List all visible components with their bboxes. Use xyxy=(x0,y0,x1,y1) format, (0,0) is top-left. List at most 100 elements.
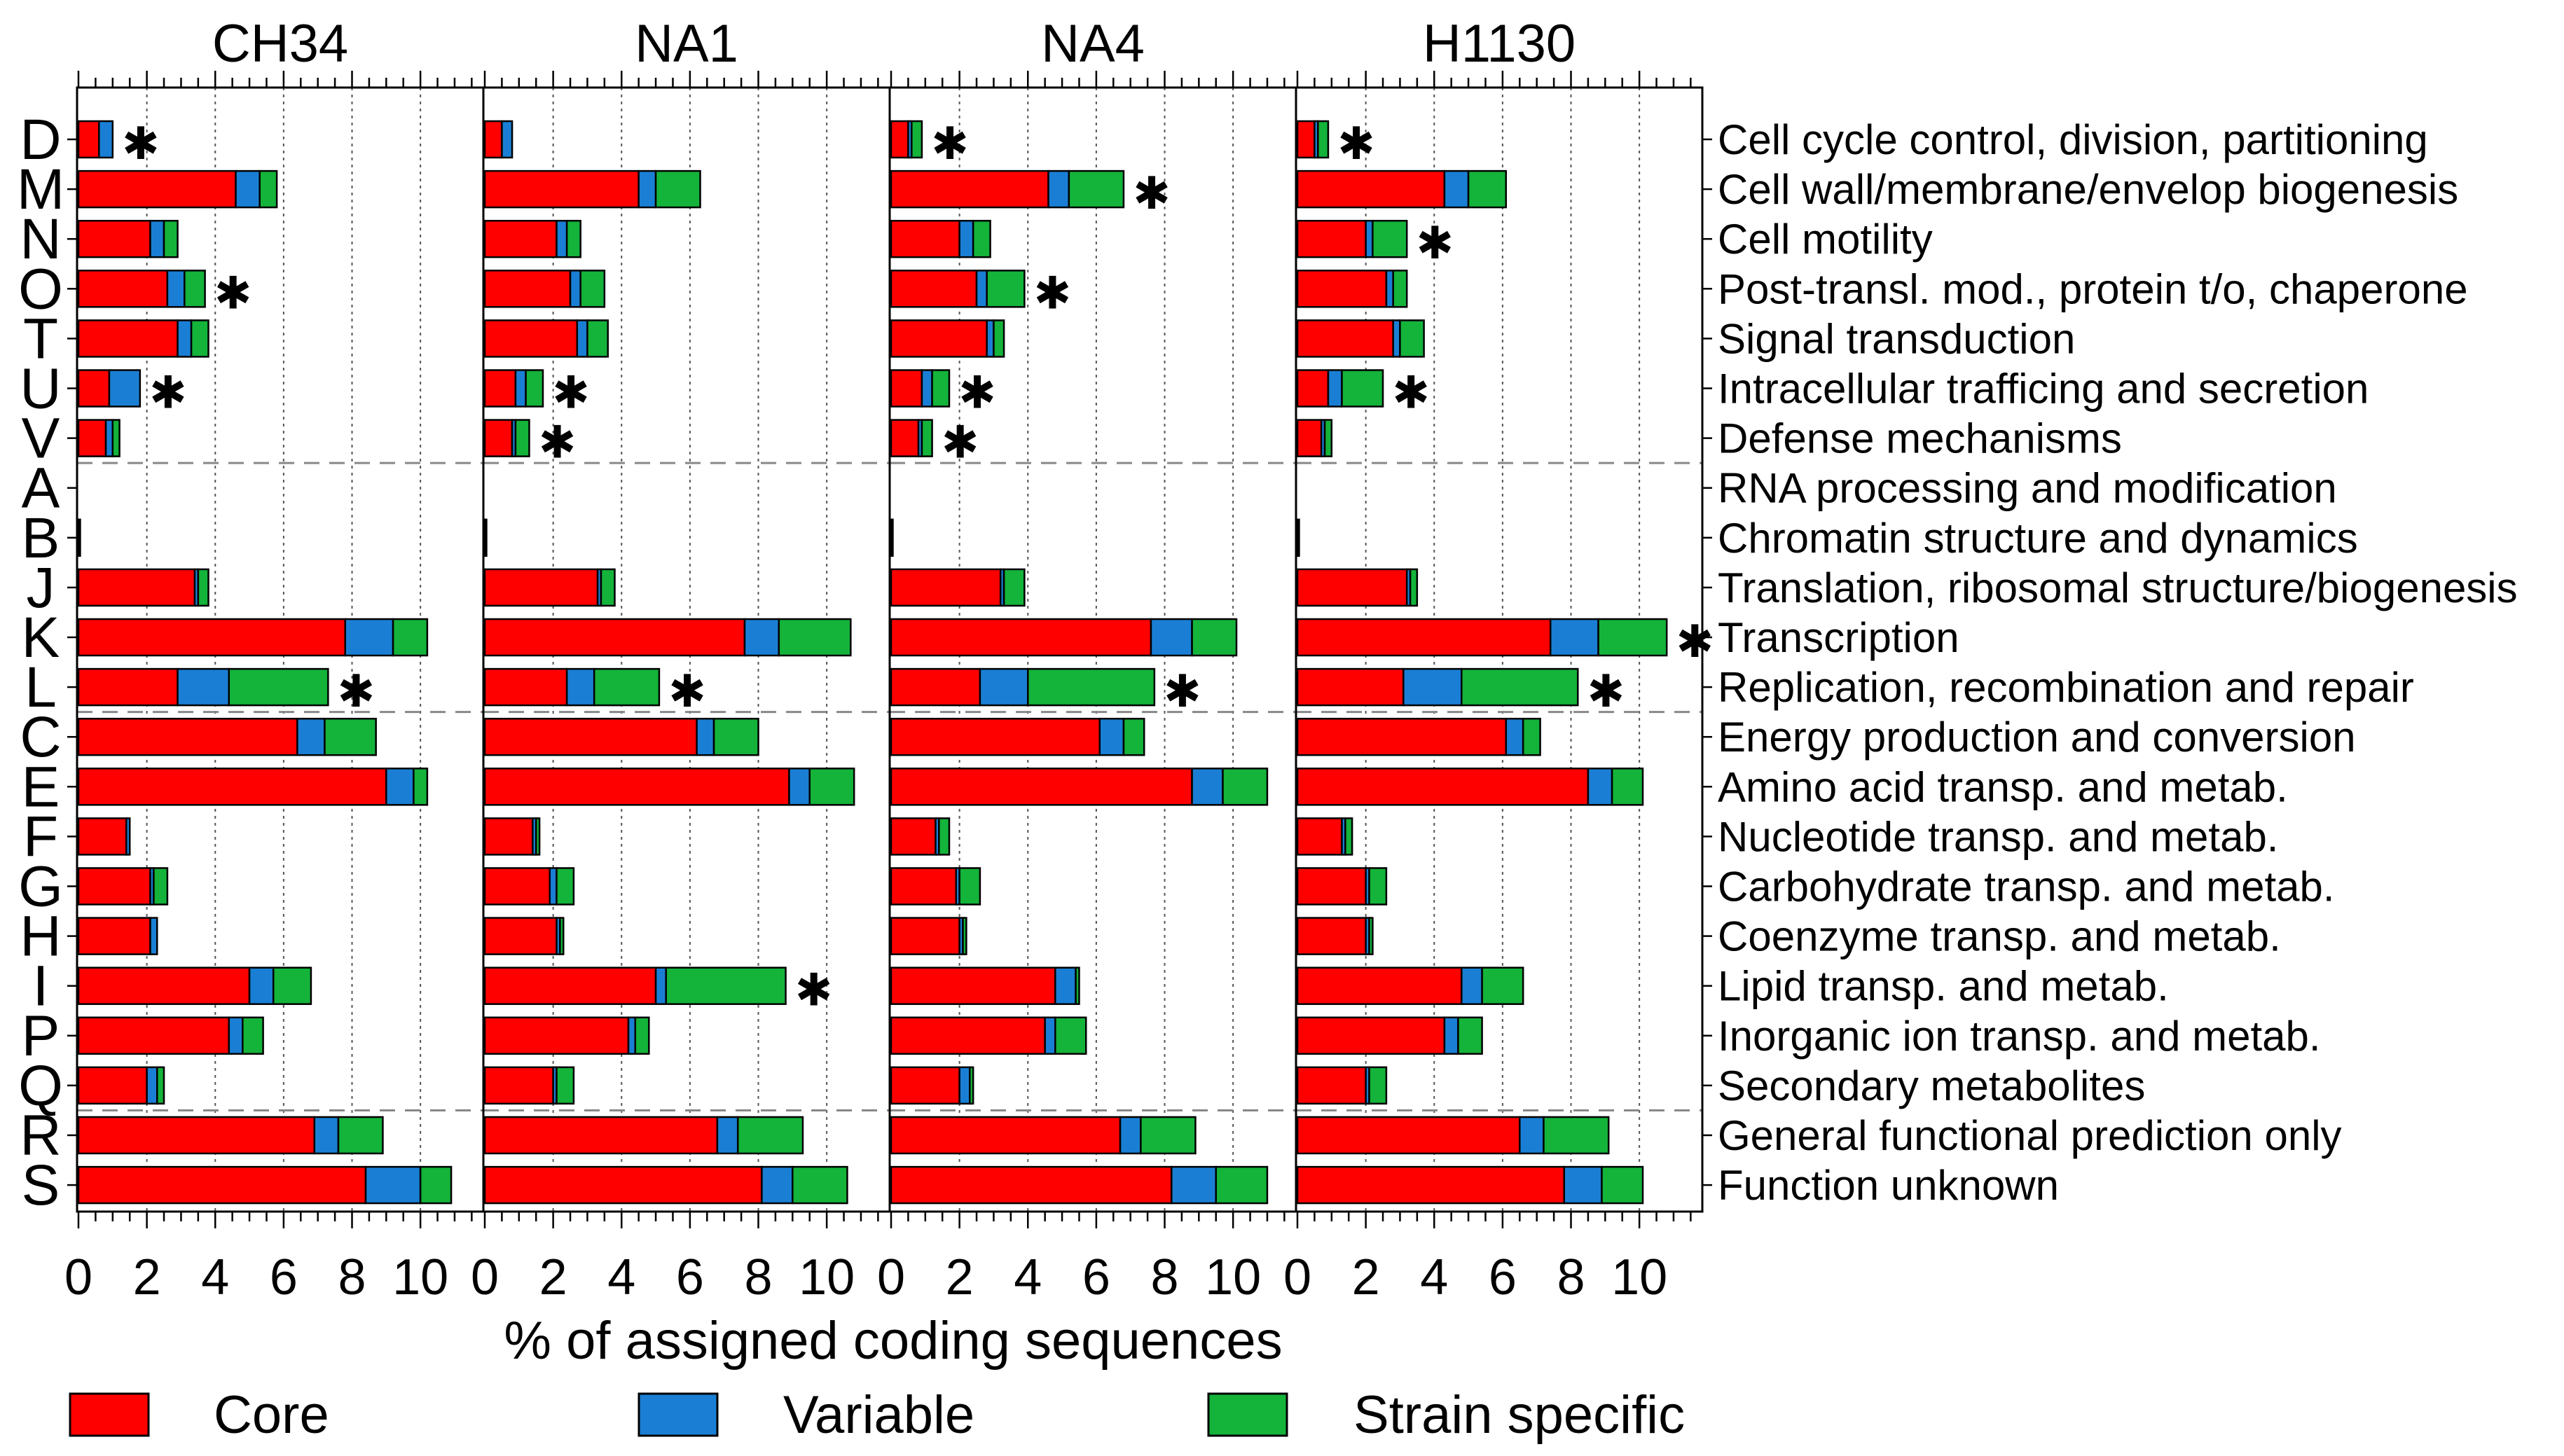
bar-variable xyxy=(344,618,394,657)
bar-strain-specific xyxy=(1611,768,1644,806)
legend-label: Variable xyxy=(783,1385,974,1445)
bar-strain-specific xyxy=(1467,169,1508,209)
significance-asterisk: ✱ xyxy=(1133,168,1171,219)
panel-title: NA1 xyxy=(635,14,738,74)
bar-strain-specific xyxy=(958,867,981,906)
bar-core xyxy=(1296,667,1405,707)
bar-variable xyxy=(654,966,667,1005)
x-tick-label: 2 xyxy=(946,1249,974,1305)
bar-core xyxy=(77,817,127,856)
x-tick-label: 8 xyxy=(1150,1249,1178,1305)
category-code: N xyxy=(20,207,61,271)
bar-core xyxy=(890,219,960,258)
bar-strain-specific xyxy=(337,1116,384,1155)
x-tick-label: 10 xyxy=(392,1249,448,1305)
bar-core xyxy=(890,1016,1046,1055)
x-tick-label: 4 xyxy=(201,1249,229,1305)
significance-asterisk: ✱ xyxy=(1676,616,1714,667)
category-label: Post-transl. mod., protein t/o, chaperon… xyxy=(1718,265,2468,312)
x-tick-label: 8 xyxy=(744,1249,772,1305)
category-label: Coenzyme transp. and metab. xyxy=(1718,913,2281,960)
bar-variable xyxy=(958,219,974,258)
significance-asterisk: ✱ xyxy=(552,368,590,418)
bar-core xyxy=(483,768,790,806)
category-code: U xyxy=(20,357,61,421)
bar-core xyxy=(77,568,196,607)
panel-title: CH34 xyxy=(212,14,348,74)
category-label: Secondary metabolites xyxy=(1718,1062,2145,1109)
bar-strain-specific xyxy=(808,768,855,806)
bar-core xyxy=(1296,219,1367,258)
bar-core xyxy=(77,618,346,657)
bar-core xyxy=(1296,618,1552,657)
bar-strain-specific xyxy=(565,219,581,258)
bar-core xyxy=(77,1116,316,1155)
bar-variable xyxy=(228,1016,244,1055)
bar-variable xyxy=(125,817,131,856)
x-tick-label: 10 xyxy=(1205,1249,1261,1305)
bar-core xyxy=(77,419,107,457)
bar-strain-specific xyxy=(163,219,179,258)
bar-core xyxy=(483,717,698,756)
category-code: E xyxy=(22,755,60,819)
bar-core xyxy=(890,369,923,408)
bar-core xyxy=(1296,717,1508,756)
x-tick-label: 10 xyxy=(799,1249,855,1305)
bar-strain-specific xyxy=(921,419,933,457)
bar-core xyxy=(77,867,151,906)
bar-strain-specific xyxy=(792,1165,848,1205)
category-label: Lipid transp. and metab. xyxy=(1718,963,2169,1010)
panel-na1: NA1✱✱✱✱0 2 4 6 8 10 xyxy=(471,14,891,1305)
bar-core xyxy=(77,518,81,557)
bar-strain-specific xyxy=(1222,768,1269,806)
bar-strain-specific xyxy=(324,717,377,756)
bar-variable xyxy=(576,319,588,358)
bar-strain-specific xyxy=(1341,369,1384,408)
bar-strain-specific xyxy=(1317,120,1330,159)
bar-variable xyxy=(313,1116,340,1155)
bar-core xyxy=(1296,369,1330,408)
bar-core xyxy=(483,1016,630,1055)
bar-core xyxy=(1296,1066,1367,1105)
category-code: M xyxy=(17,158,64,221)
bar-core xyxy=(1296,1016,1446,1055)
bar-variable xyxy=(177,667,230,707)
bar-variable xyxy=(98,120,114,159)
bar-variable xyxy=(385,768,415,806)
bar-strain-specific xyxy=(242,1016,264,1055)
bar-variable xyxy=(1327,369,1343,408)
bar-variable xyxy=(1119,1116,1142,1155)
bar-variable xyxy=(177,319,193,358)
panel-title: H1130 xyxy=(1423,14,1576,74)
bar-strain-specific xyxy=(938,817,951,856)
category-label: General functional prediction only xyxy=(1718,1112,2342,1159)
bar-strain-specific xyxy=(1597,618,1668,657)
bar-variable xyxy=(1392,319,1401,358)
bar-variable xyxy=(921,369,933,408)
x-tick-label: 0 xyxy=(471,1249,499,1305)
bar-variable xyxy=(104,419,114,457)
x-tick-label: 10 xyxy=(1611,1249,1667,1305)
bar-core xyxy=(483,270,572,308)
panel-h1130: H1130 ✱ ✱ ✱ ✱ ✱ 0 2 4 6 8 10 xyxy=(1283,14,1714,1305)
bar-core xyxy=(890,1165,1173,1205)
bar-strain-specific xyxy=(228,667,329,707)
category-label: Carbohydrate transp. and metab. xyxy=(1718,864,2335,910)
bar-core xyxy=(77,1165,367,1205)
x-tick-label: 6 xyxy=(676,1249,704,1305)
bar-core xyxy=(77,120,100,159)
significance-asterisk: ✱ xyxy=(122,118,160,169)
bar-variable xyxy=(1054,966,1077,1005)
bar-variable xyxy=(549,867,558,906)
legend-swatch xyxy=(69,1392,150,1437)
bar-strain-specific xyxy=(1372,219,1408,258)
bar-core xyxy=(890,867,957,906)
bar-core xyxy=(483,568,599,607)
bar-strain-specific xyxy=(1543,1116,1610,1155)
bar-strain-specific xyxy=(1461,667,1579,707)
bar-core xyxy=(483,369,517,408)
bar-core xyxy=(1296,1116,1521,1155)
bar-core xyxy=(1296,518,1300,557)
bar-strain-specific xyxy=(1323,419,1333,457)
bar-strain-specific xyxy=(1140,1116,1197,1155)
